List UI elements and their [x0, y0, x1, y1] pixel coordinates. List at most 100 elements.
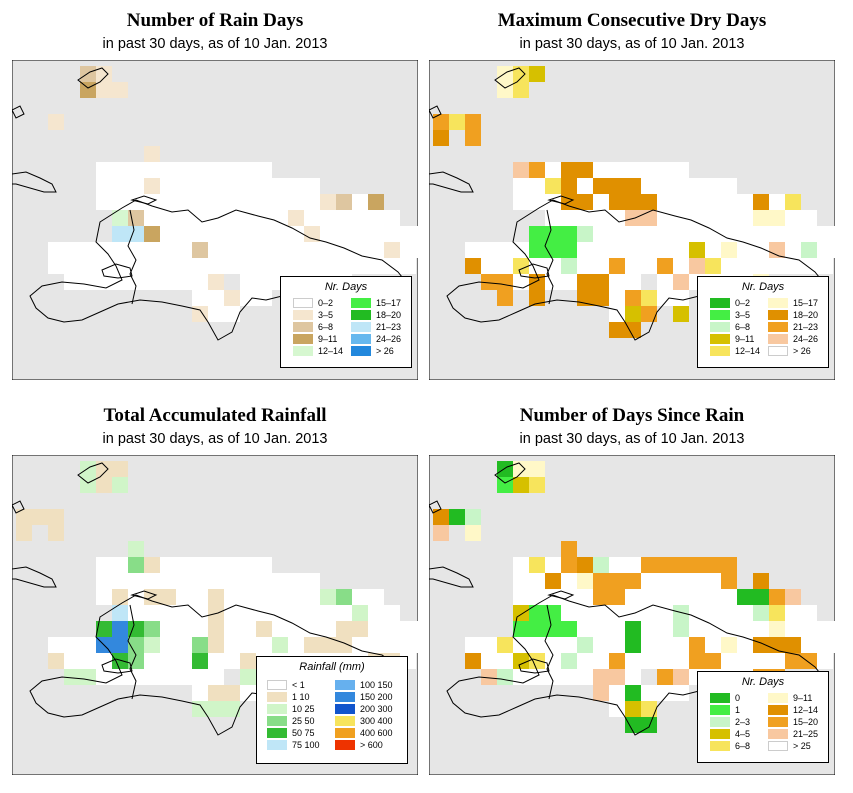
grid-cell	[545, 557, 561, 573]
grid-cell	[192, 258, 208, 274]
grid-cell	[817, 653, 833, 669]
grid-cell	[256, 194, 272, 210]
grid-cell	[625, 573, 641, 589]
grid-cell	[673, 589, 689, 605]
grid-cell	[176, 653, 192, 669]
grid-cell	[769, 226, 785, 242]
grid-cell	[112, 194, 128, 210]
grid-cell	[625, 621, 641, 637]
grid-cell	[320, 194, 336, 210]
grid-cell	[785, 589, 801, 605]
grid-cell	[577, 621, 593, 637]
grid-cell	[288, 258, 304, 274]
legend-item: 2–3	[710, 716, 750, 727]
legend-item: 1 10	[267, 691, 310, 702]
grid-cell	[657, 258, 673, 274]
grid-cell	[208, 162, 224, 178]
grid-cell	[465, 653, 481, 669]
grid-cell	[256, 637, 272, 653]
grid-cell	[384, 226, 400, 242]
grid-cell	[721, 637, 737, 653]
legend-item: 9–11	[710, 333, 754, 344]
grid-cell	[176, 573, 192, 589]
grid-cell	[208, 701, 224, 717]
grid-cell	[240, 162, 256, 178]
grid-cell	[689, 226, 705, 242]
grid-cell	[705, 258, 721, 274]
grid-cell	[593, 162, 609, 178]
grid-cell	[48, 114, 64, 130]
grid-cell	[641, 557, 657, 573]
grid-cell	[673, 653, 689, 669]
grid-cell	[593, 557, 609, 573]
grid-cell	[416, 242, 418, 258]
grid-cell	[513, 82, 529, 98]
grid-cell	[561, 274, 577, 290]
legend-label: 21–23	[793, 321, 819, 332]
grid-cell	[641, 210, 657, 226]
grid-cell	[48, 653, 64, 669]
legend-label: > 600	[360, 739, 383, 750]
legend-swatch	[710, 333, 730, 344]
grid-cell	[256, 557, 272, 573]
grid-cell	[801, 210, 817, 226]
grid-cell	[497, 290, 513, 306]
grid-cell	[801, 637, 817, 653]
grid-cell	[336, 605, 352, 621]
legend-swatch	[768, 333, 788, 344]
legend-label: 6–8	[318, 321, 334, 332]
legend-swatch	[710, 309, 730, 320]
legend-swatch	[335, 727, 355, 738]
panel-max-dry-days: Maximum Consecutive Dry Days in past 30 …	[427, 0, 837, 382]
legend-item: 15–17	[351, 297, 401, 308]
legend-item: > 600	[335, 739, 383, 750]
grid-cell	[609, 290, 625, 306]
legend-swatch	[267, 703, 287, 714]
grid-cell	[144, 242, 160, 258]
grid-cell	[224, 557, 240, 573]
grid-cell	[144, 669, 160, 685]
grid-cell	[609, 653, 625, 669]
grid-cell	[400, 258, 416, 274]
grid-cell	[737, 226, 753, 242]
legend-title: Nr. Days	[741, 281, 785, 293]
grid-cell	[96, 557, 112, 573]
grid-cell	[529, 258, 545, 274]
grid-cell	[208, 637, 224, 653]
grid-cell	[641, 605, 657, 621]
grid-cell	[128, 162, 144, 178]
grid-cell	[192, 210, 208, 226]
grid-cell	[304, 194, 320, 210]
panel-title: Total Accumulated Rainfall	[103, 405, 327, 426]
legend-item: > 26	[351, 345, 394, 356]
legend-label: < 1	[292, 679, 305, 690]
grid-cell	[304, 589, 320, 605]
legend-item: > 26	[768, 345, 811, 356]
grid-cell	[433, 114, 449, 130]
grid-cell	[481, 669, 497, 685]
grid-cell	[240, 589, 256, 605]
grid-cell	[641, 589, 657, 605]
grid-cell	[160, 258, 176, 274]
grid-cell	[128, 557, 144, 573]
grid-cell	[465, 509, 481, 525]
legend-label: 3–5	[735, 309, 751, 320]
grid-cell	[753, 242, 769, 258]
grid-cell	[224, 290, 240, 306]
legend-item: 6–8	[710, 321, 750, 332]
grid-cell	[609, 210, 625, 226]
grid-cell	[625, 194, 641, 210]
grid-cell	[497, 477, 513, 493]
coastline	[429, 500, 442, 514]
grid-cell	[753, 194, 769, 210]
grid-cell	[529, 637, 545, 653]
coastline	[12, 566, 57, 588]
grid-cell	[48, 525, 64, 541]
grid-cell	[384, 242, 400, 258]
border-line	[127, 209, 137, 305]
grid-cell	[705, 557, 721, 573]
grid-cell	[400, 637, 416, 653]
legend-swatch	[710, 740, 730, 751]
grid-cell	[96, 477, 112, 493]
grid-cell	[112, 210, 128, 226]
